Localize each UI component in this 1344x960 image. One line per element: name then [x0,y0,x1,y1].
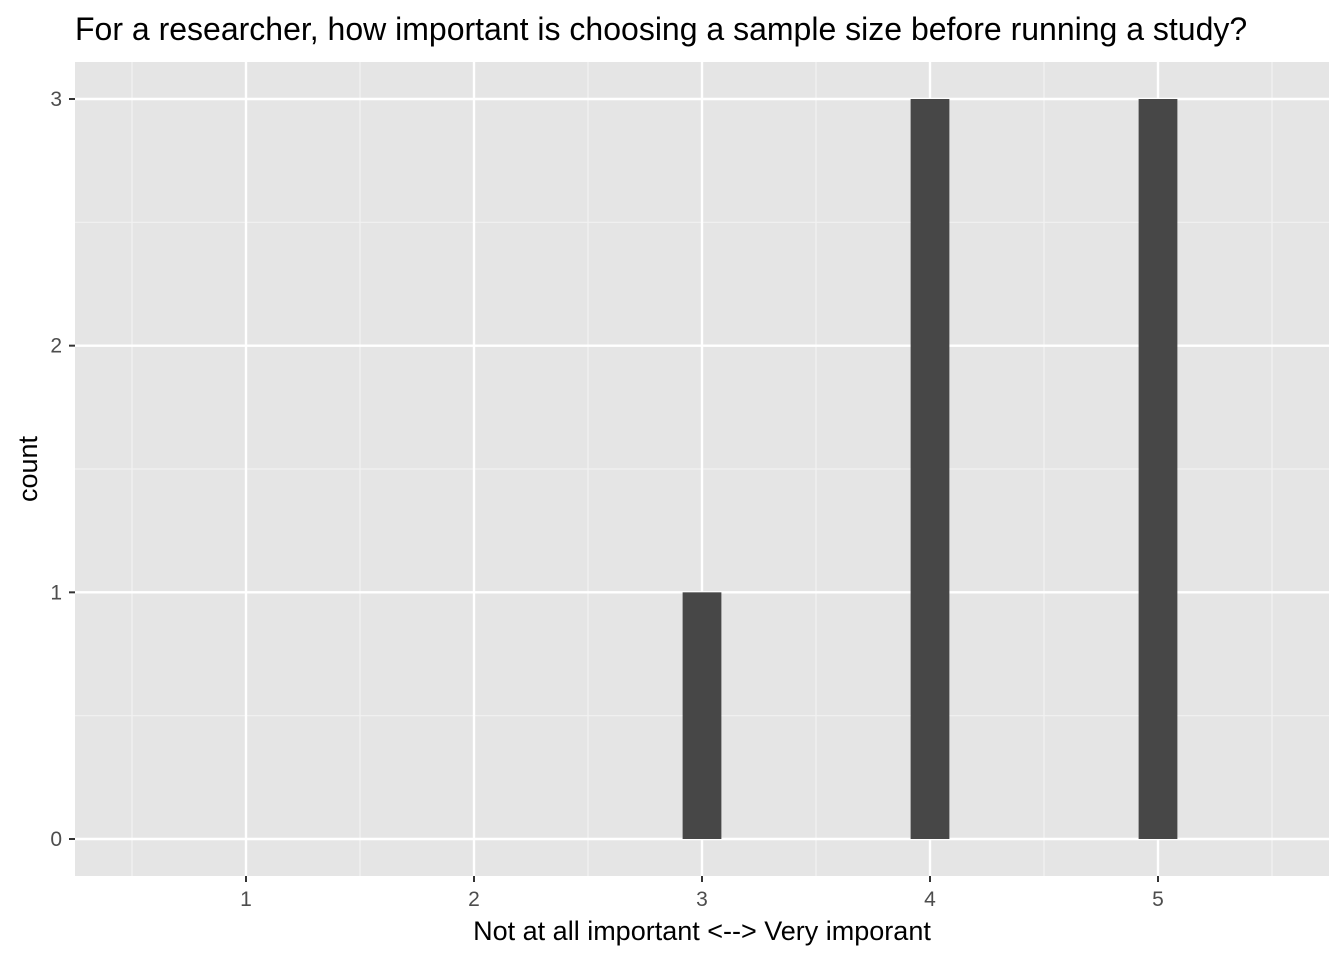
x-axis: 1 2 3 4 5 [240,876,1164,911]
y-axis: 0 1 2 3 [50,88,75,851]
x-tick-label: 4 [924,888,936,911]
y-tick-label: 1 [50,581,62,604]
x-tick-label: 5 [1152,888,1164,911]
y-tick-label: 0 [50,828,62,851]
y-tick-label: 2 [50,335,62,358]
x-tick-label: 1 [240,888,252,911]
y-axis-title: count [13,435,43,502]
chart-title: For a researcher, how important is choos… [75,11,1247,47]
bar-4 [910,99,950,839]
bar-5 [1138,99,1178,839]
bar-3 [682,592,722,839]
y-tick-label: 3 [50,88,62,111]
x-tick-label: 3 [696,888,708,911]
x-axis-title: Not at all important <--> Very imporant [473,916,931,946]
bars [682,99,1178,839]
x-tick-label: 2 [468,888,480,911]
